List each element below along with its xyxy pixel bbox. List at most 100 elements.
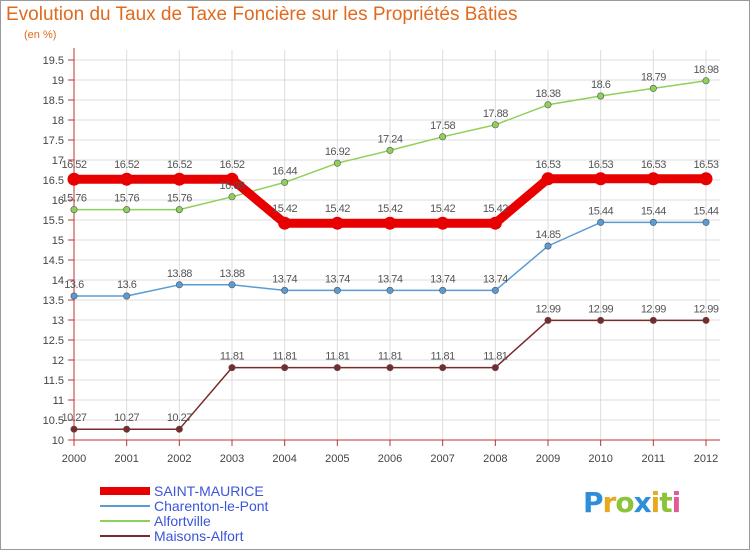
data-label: 16.53 (588, 159, 613, 171)
y-tick-label: 18 (52, 115, 64, 127)
data-label: 10.27 (61, 412, 86, 424)
legend-label: Alfortville (154, 513, 211, 529)
data-label: 12.99 (535, 303, 560, 315)
chart-subtitle: (en %) (24, 29, 57, 41)
x-tick-label: 2006 (378, 453, 402, 465)
data-point (436, 216, 450, 230)
data-label: 13.88 (219, 268, 244, 280)
y-tick-label: 17 (52, 155, 64, 167)
x-tick-label: 2008 (483, 453, 507, 465)
data-point (281, 286, 289, 294)
data-point (172, 172, 186, 186)
data-label: 13.6 (117, 279, 137, 291)
data-point (278, 216, 292, 230)
y-tick-label: 17.5 (43, 135, 64, 147)
y-tick-label: 14 (52, 275, 64, 287)
data-point (491, 364, 499, 372)
legend-label: Charenton-le-Pont (154, 498, 269, 514)
logo-letter: P (583, 486, 604, 519)
data-label: 11.81 (378, 351, 403, 363)
x-tick-label: 2010 (588, 453, 612, 465)
logo-letter: i (671, 486, 682, 519)
data-point (699, 172, 713, 186)
series-charenton-le-pont (70, 218, 710, 300)
data-point (597, 316, 605, 324)
x-tick-label: 2004 (272, 453, 296, 465)
logo-letter: i (650, 486, 661, 519)
data-label: 11.81 (325, 351, 350, 363)
y-tick-label: 11 (53, 395, 64, 407)
data-label: 15.76 (167, 193, 192, 205)
data-point (491, 286, 499, 294)
y-tick-label: 12.5 (43, 335, 64, 347)
data-point (544, 101, 552, 109)
data-label: 11.81 (431, 351, 456, 363)
data-point (70, 425, 78, 433)
data-label: 15.76 (61, 193, 86, 205)
data-label: 12.99 (641, 303, 666, 315)
data-point (541, 172, 555, 186)
data-label: 17.24 (377, 133, 402, 145)
x-tick-label: 2001 (114, 453, 138, 465)
y-tick-label: 12 (52, 355, 64, 367)
data-point (333, 286, 341, 294)
data-label: 13.6 (64, 279, 84, 291)
data-point (67, 172, 81, 186)
legend-swatch (100, 505, 150, 507)
legend-label: Maisons-Alfort (154, 528, 244, 544)
data-label: 15.44 (641, 205, 666, 217)
data-point (488, 216, 502, 230)
data-point (120, 172, 134, 186)
y-tick-label: 16 (52, 195, 64, 207)
series-alfortville (70, 77, 710, 214)
x-tick-label: 2002 (167, 453, 191, 465)
data-point (281, 178, 289, 186)
data-point (649, 316, 657, 324)
data-label: 12.99 (693, 303, 718, 315)
legend-label: SAINT-MAURICE (154, 483, 264, 499)
data-point (439, 364, 447, 372)
y-tick-label: 16.5 (43, 175, 64, 187)
data-label: 11.81 (220, 351, 245, 363)
axes (68, 48, 720, 446)
data-point (175, 281, 183, 289)
data-label: 15.42 (377, 203, 402, 215)
data-label: 16.08 (219, 180, 244, 192)
data-label: 15.42 (483, 203, 508, 215)
data-point (544, 242, 552, 250)
data-label: 17.88 (483, 108, 508, 120)
data-label: 16.53 (693, 159, 718, 171)
data-point (702, 316, 710, 324)
logo-letter: x (633, 486, 652, 519)
y-tick-label: 10.5 (43, 415, 64, 427)
data-point (649, 218, 657, 226)
y-tick-label: 13.5 (43, 295, 64, 307)
data-label: 16.52 (219, 159, 244, 171)
data-label: 15.76 (114, 193, 139, 205)
data-label: 18.6 (591, 79, 611, 91)
data-label: 16.53 (641, 159, 666, 171)
data-point (123, 425, 131, 433)
legend-swatch (100, 520, 150, 522)
x-tick-label: 2009 (536, 453, 560, 465)
y-tick-labels: 10 10.5 11 11.5 12 12.5 13 13.5 14 14.5 15 15.5 16 16… (43, 55, 64, 447)
data-point (386, 146, 394, 154)
data-point (228, 193, 236, 201)
legend-swatch (100, 535, 150, 537)
data-point (70, 206, 78, 214)
grid-lines (73, 50, 720, 441)
data-point (175, 206, 183, 214)
data-point (702, 218, 710, 226)
data-label: 12.99 (588, 303, 613, 315)
x-tick-label: 2003 (220, 453, 244, 465)
data-point (175, 425, 183, 433)
data-label: 16.53 (535, 159, 560, 171)
data-label: 16.44 (272, 165, 297, 177)
data-label: 13.74 (325, 273, 350, 285)
data-label: 16.92 (325, 146, 350, 158)
legend-swatch (100, 487, 150, 495)
data-label: 13.74 (272, 273, 297, 285)
data-label: 16.52 (167, 159, 192, 171)
data-point (225, 172, 239, 186)
